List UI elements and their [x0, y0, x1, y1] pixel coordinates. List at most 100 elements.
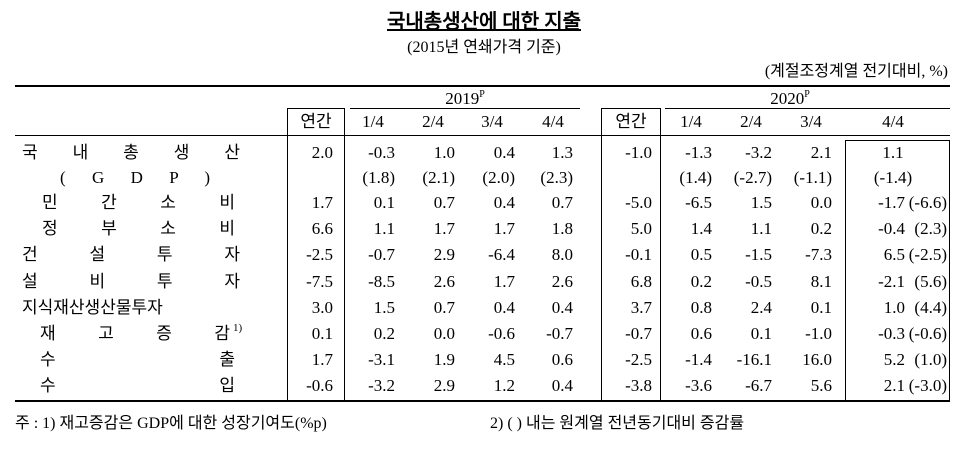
cell: -0.6: [306, 376, 333, 395]
cell: 1.7: [311, 350, 333, 369]
row-label: 정 부 소 비: [42, 219, 235, 238]
year-mark: P: [479, 89, 485, 101]
row-label: 민 간 소 비: [42, 193, 235, 212]
cell: 1.2: [493, 376, 515, 395]
cell: 2.1: [810, 143, 832, 162]
cell: 0.1: [373, 193, 395, 212]
cell: -0.6: [488, 324, 515, 343]
year: 2020: [770, 88, 805, 108]
cell: (2.0): [482, 168, 515, 187]
cell-yoy: (2.3): [914, 219, 947, 238]
cell: -2.1: [878, 272, 905, 291]
title: 국내총생산에 대한 지출: [387, 11, 581, 33]
column-header: 4/4: [542, 112, 564, 131]
row-label: 수 출: [40, 350, 235, 369]
cell: 3.0: [311, 298, 333, 317]
cell: 4.5: [493, 350, 515, 369]
cell: 1.8: [551, 219, 573, 238]
cell-yoy: (-2.5): [908, 245, 947, 264]
bottom-rule: [15, 400, 950, 402]
cell: -6.7: [745, 376, 772, 395]
column-header: 1/4: [680, 112, 702, 131]
cell: 1.9: [433, 350, 455, 369]
row-note: 1): [233, 322, 243, 334]
cell: 1.7: [433, 219, 455, 238]
row-label: 설 비 투 자: [22, 272, 240, 291]
cell: -16.1: [736, 350, 772, 369]
cell: 1.0: [433, 143, 455, 162]
cell: 5.6: [810, 376, 832, 395]
row-label: 건 설 투 자: [22, 245, 240, 264]
cell: 5.2: [883, 350, 905, 369]
footnote: 2) ( ) 내는 원계열 전년동기대비 증감률: [490, 415, 745, 432]
cell: -2.5: [625, 350, 652, 369]
cell: -7.3: [805, 245, 832, 264]
cell: 0.4: [551, 298, 573, 317]
cell: (-1.4): [873, 168, 913, 187]
cell: -0.3: [368, 143, 395, 162]
cell: (2.1): [422, 168, 455, 187]
top-rule: [15, 85, 950, 87]
cell: 1.7: [493, 272, 515, 291]
cell: 0.0: [810, 193, 832, 212]
cell: -3.8: [625, 376, 652, 395]
cell: -0.5: [745, 272, 772, 291]
column-header: 1/4: [362, 112, 384, 131]
cell: 1.4: [690, 219, 712, 238]
column-header: 3/4: [481, 112, 503, 131]
cell: -0.7: [625, 324, 652, 343]
cell: -1.0: [805, 324, 832, 343]
cell: 0.2: [373, 324, 395, 343]
cell: 0.5: [690, 245, 712, 264]
header-rule: [15, 135, 950, 136]
year-rule: [350, 108, 580, 109]
annual-box: [601, 108, 661, 401]
cell: 3.7: [630, 298, 652, 317]
cell: -7.5: [306, 272, 333, 291]
cell: -6.4: [488, 245, 515, 264]
cell: 0.4: [551, 376, 573, 395]
year: 2019: [445, 88, 480, 108]
cell: -1.0: [625, 143, 652, 162]
cell: 0.1: [311, 324, 333, 343]
cell: -0.4: [878, 219, 905, 238]
column-header: 2/4: [422, 112, 444, 131]
cell: 1.1: [373, 219, 395, 238]
cell: 0.6: [690, 324, 712, 343]
cell: 0.2: [810, 219, 832, 238]
cell: 0.8: [690, 298, 712, 317]
cell: -3.2: [745, 143, 772, 162]
cell: 0.7: [433, 193, 455, 212]
year-rule: [665, 108, 950, 109]
column-header: 3/4: [800, 112, 822, 131]
cell-yoy: (1.0): [914, 350, 947, 369]
row-label: 수 입: [40, 376, 235, 395]
cell: 1.7: [493, 219, 515, 238]
column-header: 연간: [615, 112, 647, 131]
cell: -1.4: [685, 350, 712, 369]
cell: -3.1: [368, 350, 395, 369]
cell: 2.0: [311, 143, 333, 162]
row-label: 지식재산생산물투자: [22, 298, 163, 317]
cell: 1.5: [750, 193, 772, 212]
unit: (계절조정계열 전기대비, %): [764, 63, 948, 80]
cell: 0.4: [493, 193, 515, 212]
column-header: 연간: [300, 112, 332, 131]
cell-yoy: (-6.6): [908, 193, 947, 212]
cell: 2.4: [750, 298, 772, 317]
cell: 1.5: [373, 298, 395, 317]
cell: 0.0: [433, 324, 455, 343]
cell-yoy: (-0.6): [908, 324, 947, 343]
cell: 2.1: [883, 376, 905, 395]
cell: 0.7: [433, 298, 455, 317]
cell: -5.0: [625, 193, 652, 212]
annual-box: [287, 108, 345, 401]
cell: 2.6: [551, 272, 573, 291]
cell: 0.4: [493, 298, 515, 317]
cell-yoy: (-3.0): [908, 376, 947, 395]
cell: 2.9: [433, 376, 455, 395]
cell: -0.1: [625, 245, 652, 264]
cell: 0.6: [551, 350, 573, 369]
cell: 1.1: [750, 219, 772, 238]
